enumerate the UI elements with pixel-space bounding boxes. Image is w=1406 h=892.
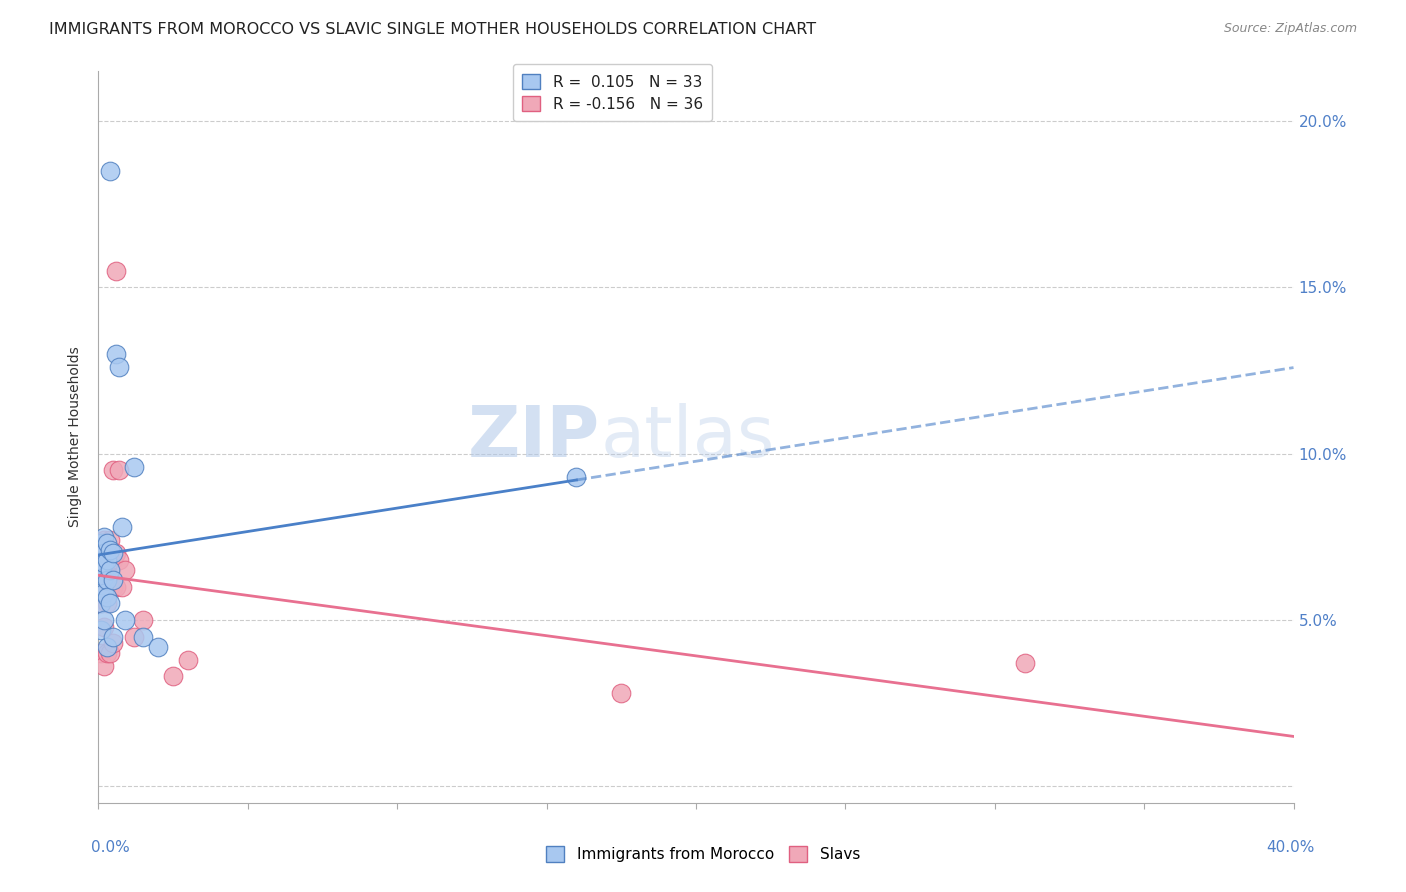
Point: [90, 536, 112, 550]
Point: [148, 640, 170, 654]
Point: [108, 463, 131, 477]
Point: [1014, 656, 1036, 670]
Text: 0.0%: 0.0%: [91, 840, 131, 855]
Point: [98, 563, 122, 577]
Point: [90, 563, 112, 577]
Point: [98, 553, 122, 567]
Point: [108, 553, 131, 567]
Legend: R =  0.105   N = 33, R = -0.156   N = 36: R = 0.105 N = 33, R = -0.156 N = 36: [513, 64, 711, 120]
Point: [98, 580, 122, 594]
Point: [93, 580, 115, 594]
Point: [98, 646, 122, 660]
Point: [96, 646, 118, 660]
Point: [103, 630, 125, 644]
Point: [96, 596, 118, 610]
Point: [98, 164, 122, 178]
Point: [114, 613, 136, 627]
Point: [105, 264, 128, 278]
Point: [90, 553, 112, 567]
Point: [108, 360, 131, 375]
Point: [132, 613, 155, 627]
Point: [90, 623, 112, 637]
Point: [90, 596, 112, 610]
Point: [177, 653, 200, 667]
Point: [105, 580, 128, 594]
Point: [90, 540, 112, 554]
Y-axis label: Single Mother Households: Single Mother Households: [69, 347, 83, 527]
Point: [96, 573, 118, 587]
Point: [103, 463, 125, 477]
Point: [96, 563, 118, 577]
Point: [93, 553, 115, 567]
Point: [114, 563, 136, 577]
Point: [610, 686, 633, 700]
Point: [90, 570, 112, 584]
Point: [96, 540, 118, 554]
Point: [90, 540, 112, 554]
Text: atlas: atlas: [600, 402, 775, 472]
Point: [105, 347, 128, 361]
Text: 40.0%: 40.0%: [1267, 840, 1315, 855]
Text: IMMIGRANTS FROM MOROCCO VS SLAVIC SINGLE MOTHER HOUSEHOLDS CORRELATION CHART: IMMIGRANTS FROM MOROCCO VS SLAVIC SINGLE…: [49, 22, 817, 37]
Point: [103, 546, 125, 560]
Point: [93, 557, 115, 571]
Point: [103, 573, 125, 587]
Point: [98, 596, 122, 610]
Point: [124, 630, 146, 644]
Text: Source: ZipAtlas.com: Source: ZipAtlas.com: [1223, 22, 1357, 36]
Point: [93, 613, 115, 627]
Point: [103, 636, 125, 650]
Point: [111, 520, 134, 534]
Point: [93, 570, 115, 584]
Point: [90, 536, 112, 550]
Legend: Immigrants from Morocco, Slavs: Immigrants from Morocco, Slavs: [540, 840, 866, 868]
Point: [90, 596, 112, 610]
Point: [93, 586, 115, 600]
Point: [132, 630, 155, 644]
Point: [90, 580, 112, 594]
Point: [111, 580, 134, 594]
Point: [105, 546, 128, 560]
Point: [103, 553, 125, 567]
Point: [93, 530, 115, 544]
Point: [162, 669, 184, 683]
Point: [124, 460, 146, 475]
Point: [93, 619, 115, 633]
Point: [565, 470, 588, 484]
Point: [93, 533, 115, 548]
Point: [96, 536, 118, 550]
Point: [98, 533, 122, 548]
Point: [96, 640, 118, 654]
Point: [93, 659, 115, 673]
Point: [96, 553, 118, 567]
Point: [93, 546, 115, 560]
Point: [98, 543, 122, 558]
Text: ZIP: ZIP: [468, 402, 600, 472]
Point: [90, 646, 112, 660]
Point: [96, 590, 118, 604]
Point: [90, 553, 112, 567]
Point: [103, 580, 125, 594]
